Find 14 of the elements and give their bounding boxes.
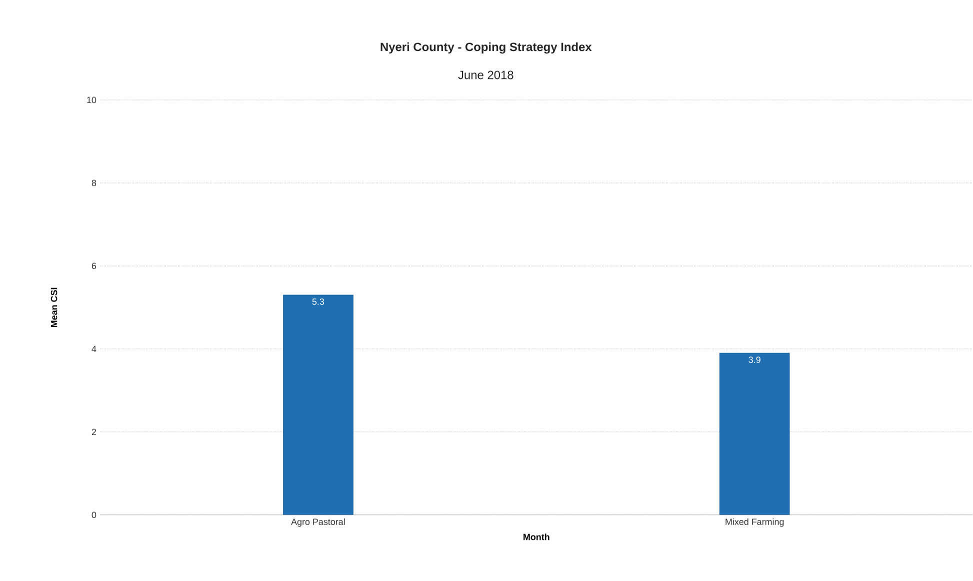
- x-axis-title: Month: [524, 534, 550, 540]
- y-tick-label: 6: [92, 262, 96, 270]
- chart-subtitle: June 2018: [458, 70, 514, 80]
- y-axis-title: Mean CSI: [50, 288, 58, 328]
- data-label: 3.9: [748, 356, 760, 363]
- y-tick-label: 0: [92, 512, 96, 518]
- y-tick-label: 8: [92, 180, 96, 186]
- x-tick-label: Mixed Farming: [726, 518, 784, 527]
- y-tick-label: 4: [92, 346, 96, 352]
- x-tick-label: Agro Pastoral: [291, 518, 345, 527]
- y-tick-label: 2: [92, 428, 96, 436]
- data-label: 5.3: [312, 298, 324, 305]
- y-tick-label: 10: [87, 96, 96, 104]
- chart-title: Nyeri County - Coping Strategy Index: [380, 42, 592, 54]
